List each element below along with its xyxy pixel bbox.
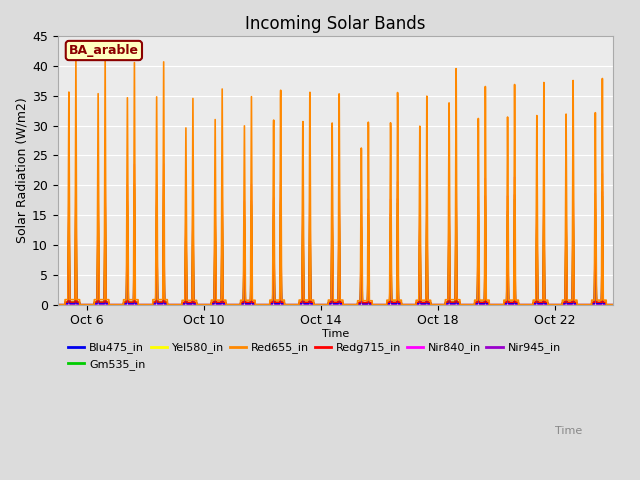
Blu475_in — [252, 302, 260, 308]
Blu475_in — [307, 300, 315, 306]
Nir945_in — [72, 272, 80, 277]
Y-axis label: Solar Radiation (W/m2): Solar Radiation (W/m2) — [15, 97, 28, 243]
Line: Red655_in: Red655_in — [58, 55, 614, 305]
Blu475_in — [54, 302, 61, 308]
Nir945_in — [533, 285, 541, 290]
Gm535_in — [376, 302, 384, 308]
Redg715_in — [513, 300, 521, 305]
Blu475_in — [554, 302, 562, 308]
Nir840_in — [252, 302, 260, 308]
Nir945_in — [252, 302, 260, 308]
Nir945_in — [513, 301, 521, 307]
Yel580_in — [513, 299, 521, 305]
Yel580_in — [307, 299, 315, 305]
Text: Time: Time — [555, 426, 582, 436]
Red655_in — [533, 160, 541, 166]
Nir945_in — [376, 302, 384, 308]
Gm535_in — [72, 182, 80, 188]
Redg715_in — [533, 231, 541, 237]
Red655_in — [554, 302, 562, 308]
Redg715_in — [72, 177, 80, 183]
Gm535_in — [513, 300, 521, 305]
Gm535_in — [610, 302, 618, 308]
Red655_in — [307, 297, 315, 303]
Red655_in — [610, 302, 618, 308]
Gm535_in — [54, 302, 61, 308]
Red655_in — [376, 302, 384, 308]
Blu475_in — [513, 300, 521, 306]
Redg715_in — [610, 302, 618, 308]
Redg715_in — [554, 302, 562, 308]
Nir840_in — [307, 299, 315, 305]
Title: Incoming Solar Bands: Incoming Solar Bands — [245, 15, 426, 33]
Nir840_in — [554, 302, 562, 308]
Gm535_in — [533, 234, 541, 240]
Red655_in — [513, 297, 521, 303]
Redg715_in — [376, 302, 384, 308]
Redg715_in — [252, 302, 260, 308]
Red655_in — [252, 302, 260, 308]
Blu475_in — [610, 302, 618, 308]
Blu475_in — [72, 227, 80, 233]
Yel580_in — [376, 302, 384, 308]
Blu475_in — [376, 302, 384, 308]
Yel580_in — [72, 160, 80, 166]
Gm535_in — [252, 302, 260, 308]
Legend: Blu475_in, Gm535_in, Yel580_in, Red655_in, Redg715_in, Nir840_in, Nir945_in: Blu475_in, Gm535_in, Yel580_in, Red655_i… — [63, 338, 565, 374]
Line: Blu475_in: Blu475_in — [58, 230, 614, 305]
Blu475_in — [533, 259, 541, 265]
Nir840_in — [54, 302, 61, 308]
Line: Nir945_in: Nir945_in — [58, 275, 614, 305]
Red655_in — [54, 302, 61, 308]
Nir840_in — [610, 302, 618, 308]
Line: Redg715_in: Redg715_in — [58, 180, 614, 305]
Gm535_in — [307, 300, 315, 305]
Gm535_in — [554, 302, 562, 308]
Nir840_in — [513, 299, 521, 305]
Nir945_in — [554, 302, 562, 308]
Text: BA_arable: BA_arable — [69, 44, 139, 57]
Nir945_in — [54, 302, 61, 308]
Red655_in — [72, 52, 80, 58]
Yel580_in — [54, 302, 61, 308]
Nir840_in — [533, 220, 541, 226]
Line: Nir840_in: Nir840_in — [58, 160, 614, 305]
Yel580_in — [252, 302, 260, 308]
Line: Yel580_in: Yel580_in — [58, 163, 614, 305]
Nir840_in — [72, 157, 80, 163]
Redg715_in — [307, 300, 315, 305]
Line: Gm535_in: Gm535_in — [58, 185, 614, 305]
Yel580_in — [533, 221, 541, 227]
Yel580_in — [610, 302, 618, 308]
Nir945_in — [307, 301, 315, 307]
X-axis label: Time: Time — [322, 329, 349, 339]
Redg715_in — [54, 302, 61, 308]
Nir945_in — [610, 302, 618, 308]
Yel580_in — [554, 302, 562, 308]
Nir840_in — [376, 302, 384, 308]
